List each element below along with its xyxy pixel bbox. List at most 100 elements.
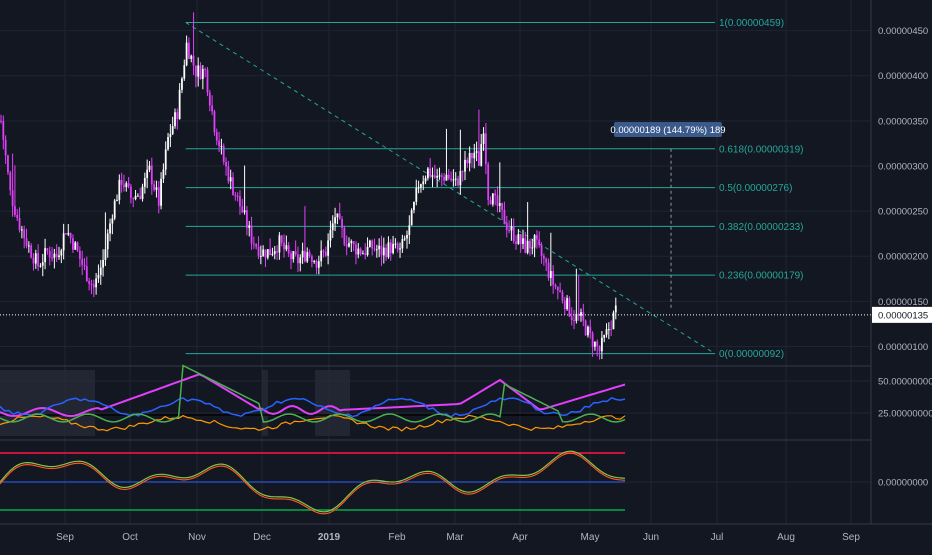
candle-body	[371, 240, 374, 249]
candle-body	[598, 346, 601, 352]
candle-body	[102, 259, 104, 268]
price-axis-label: 0.00000200	[878, 252, 928, 263]
price-axis[interactable]: 0.00000450 0.00000400 0.00000350 0.00000300…	[872, 26, 932, 353]
candle-body	[287, 245, 290, 254]
candle-body	[246, 210, 248, 228]
candle-body	[484, 133, 487, 165]
candle-body	[146, 169, 149, 178]
candle-body	[336, 213, 339, 218]
candle-body	[301, 250, 304, 258]
fib-level-label: 0(0.00000092)	[719, 349, 784, 360]
candle-body	[382, 247, 385, 256]
candle-body	[164, 149, 167, 170]
candle-body	[81, 258, 84, 265]
candle-body	[392, 243, 394, 254]
fib-level-label: 0.382(0.00000233)	[719, 222, 804, 233]
candle-body	[292, 251, 295, 260]
candle-body	[280, 235, 283, 243]
candle-body	[436, 176, 439, 178]
candle-body	[515, 241, 517, 244]
candle-body	[141, 186, 144, 200]
candle-body	[454, 178, 457, 180]
candle-body	[271, 253, 274, 256]
candle-body	[364, 253, 367, 255]
candle-body	[443, 176, 446, 181]
time-axis-label: 2019	[318, 532, 341, 543]
candle-body	[517, 234, 520, 244]
candle-body	[252, 243, 255, 245]
candle-body	[225, 162, 227, 167]
candle-body	[494, 193, 497, 196]
candle-body	[413, 201, 415, 211]
candle-body	[215, 132, 218, 141]
candle-body	[178, 89, 181, 120]
candle-body	[241, 206, 244, 213]
candle-body	[524, 238, 527, 253]
candle-body	[603, 334, 606, 338]
measure-tool[interactable]: 0.00000189 (144.79%) 189	[610, 122, 726, 310]
candle-body	[452, 179, 455, 181]
candle-body	[273, 251, 276, 254]
candle-body	[76, 242, 79, 251]
candle-body	[373, 248, 376, 250]
candle-body	[577, 313, 580, 316]
candle-body	[65, 233, 67, 235]
candle-body	[447, 174, 450, 179]
price-axis-label: 0.00000300	[878, 161, 928, 172]
indicator-2-axis[interactable]: 0.00000000	[878, 478, 928, 489]
candle-body	[408, 225, 411, 235]
candle-body	[99, 267, 102, 275]
candle-body	[34, 253, 37, 264]
candle-body	[478, 151, 480, 166]
indicator-1-green	[0, 364, 626, 423]
time-axis-label: Apr	[512, 532, 528, 543]
candle-body	[352, 241, 355, 245]
candle-body	[197, 65, 200, 77]
candle-body	[4, 139, 7, 156]
candle-body	[48, 250, 51, 258]
fibonacci-retracement[interactable]: 1(0.00000459) 0.618(0.00000319) 0.5(0.0000…	[185, 18, 804, 360]
candle-body	[573, 319, 575, 321]
candle-body	[324, 251, 327, 256]
time-axis-label: Sep	[842, 532, 860, 543]
current-price-label: 0.00000135	[878, 310, 928, 321]
candle-body	[171, 126, 174, 135]
indicator-1-axis[interactable]: 50.00000000 25.00000000	[878, 377, 932, 420]
time-axis[interactable]: Sep Oct Nov Dec 2019 Feb Mar Apr May Jun Jul Aug Sep	[56, 532, 860, 543]
candle-body	[150, 165, 153, 185]
candle-body	[259, 255, 262, 257]
candle-body	[501, 203, 504, 210]
indicator-2-pane	[0, 450, 626, 515]
candle-body	[262, 249, 265, 256]
candle-body	[568, 298, 571, 317]
candle-body	[160, 178, 162, 206]
candle-body	[51, 257, 53, 259]
candle-body	[410, 210, 413, 226]
candle-body	[406, 234, 408, 239]
candle-body	[512, 226, 515, 242]
candle-body	[72, 238, 74, 250]
candle-body	[341, 219, 343, 228]
candle-body	[508, 229, 510, 231]
candle-body	[317, 261, 320, 268]
candle-body	[234, 194, 237, 196]
candle-body	[183, 65, 186, 79]
price-axis-label: 0.00000450	[878, 26, 928, 37]
candle-body	[44, 248, 46, 263]
candle-body	[23, 229, 26, 239]
candle-body	[320, 250, 323, 262]
candle-body	[169, 134, 172, 138]
candle-body	[7, 155, 9, 173]
candle-body	[315, 261, 318, 268]
indicator-1-blue	[0, 396, 626, 418]
candle-body	[422, 181, 425, 185]
candle-body	[380, 245, 383, 256]
candle-body	[0, 120, 2, 122]
candle-body	[153, 184, 156, 190]
candle-body	[584, 320, 587, 336]
candle-body	[587, 326, 589, 336]
candle-body	[201, 69, 204, 79]
candle-body	[60, 250, 63, 256]
